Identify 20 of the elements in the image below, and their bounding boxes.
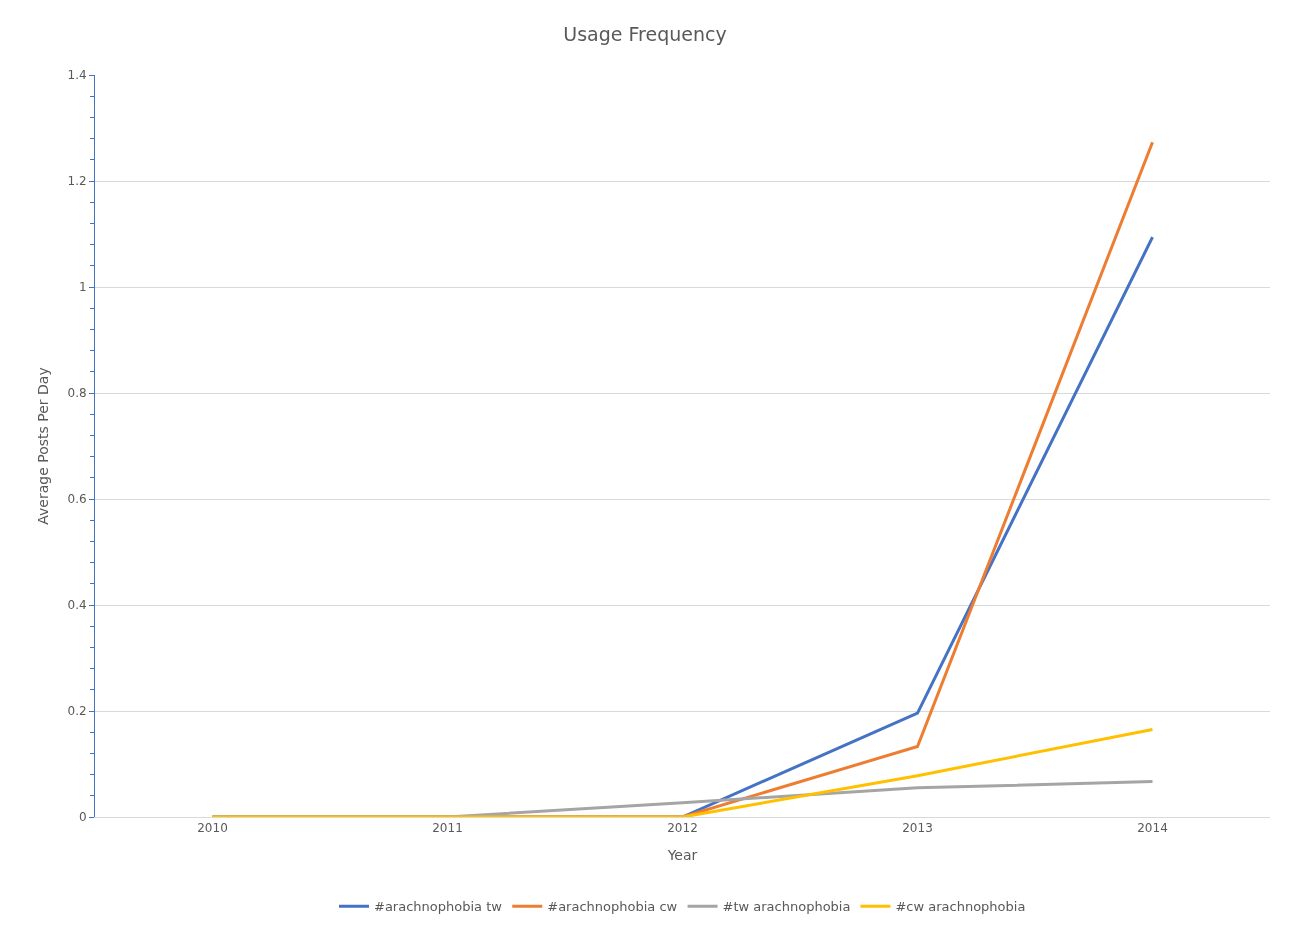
- x-tick-label: 2010: [197, 821, 228, 836]
- x-tick-label: 2012: [667, 821, 698, 836]
- y-tick-label: 1: [78, 280, 87, 295]
- x-tick-label: 2014: [1137, 821, 1168, 836]
- y-tick-label: 0.6: [67, 492, 87, 507]
- y-tick-label: 0.2: [67, 704, 87, 719]
- legend-label: #cw arachnophobia: [895, 899, 1026, 915]
- x-tick-label: 2013: [902, 821, 933, 836]
- legend-label: #arachnophobia cw: [547, 899, 678, 915]
- x-tick-label: 2011: [432, 821, 463, 836]
- legend-label: #tw arachnophobia: [722, 899, 851, 915]
- y-tick-label: 0: [78, 810, 87, 825]
- x-axis-title: Year: [666, 846, 698, 863]
- y-tick-label: 1.4: [67, 68, 87, 83]
- legend-label: #arachnophobia tw: [374, 899, 503, 915]
- chart-title: Usage Frequency: [563, 23, 727, 46]
- y-tick-label: 1.2: [67, 174, 87, 189]
- y-tick-label: 0.4: [67, 598, 87, 613]
- y-axis-title: Average Posts Per Day: [35, 367, 52, 525]
- y-tick-label: 0.8: [67, 386, 87, 401]
